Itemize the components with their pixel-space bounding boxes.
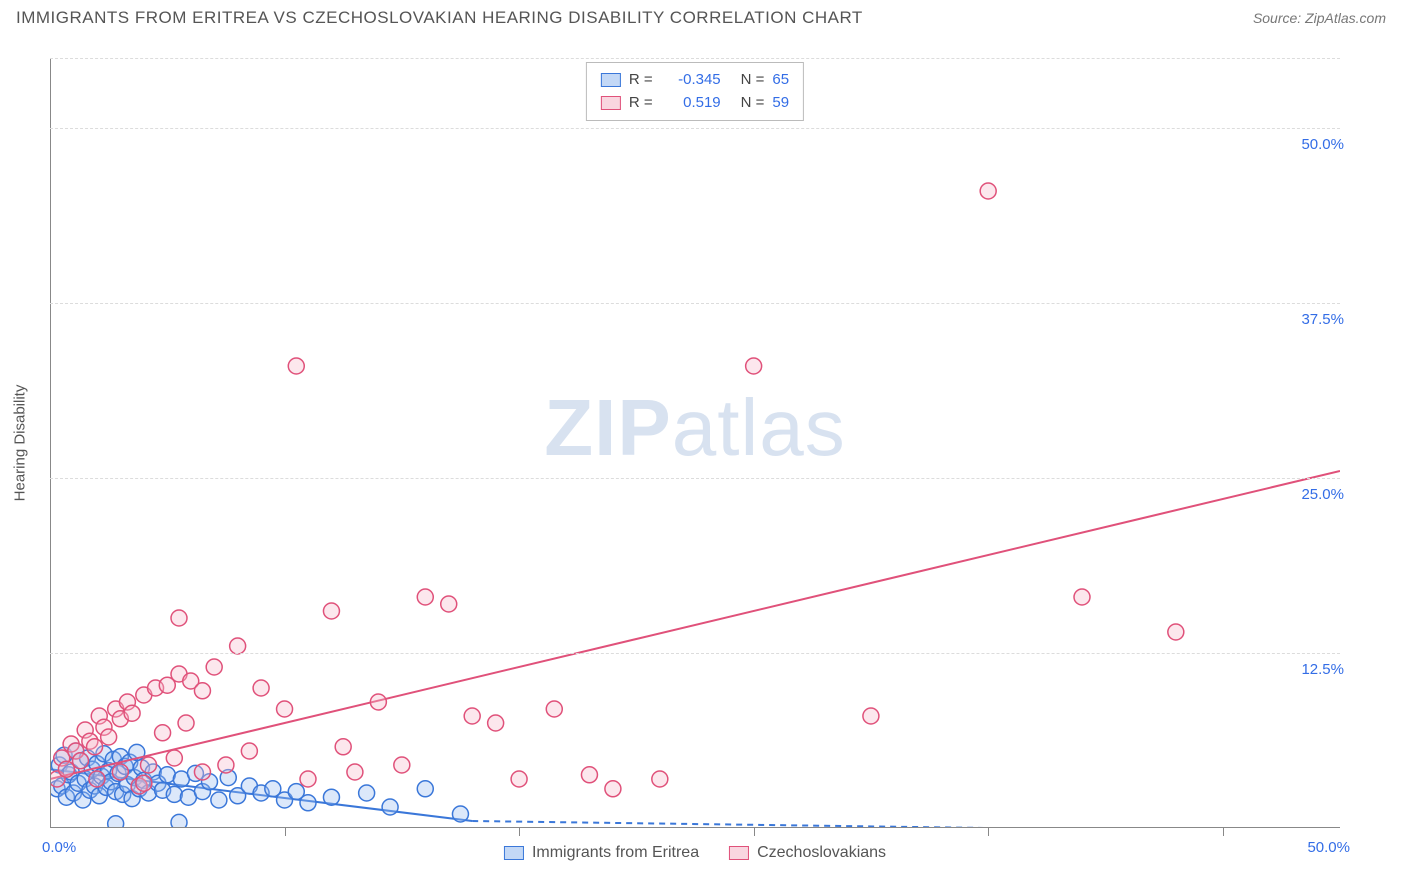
gridline [50,653,1340,654]
chart-title: IMMIGRANTS FROM ERITREA VS CZECHOSLOVAKI… [16,8,863,28]
data-point [89,771,105,787]
legend-item: Czechoslovakians [729,844,886,862]
legend-label: Immigrants from Eritrea [532,844,699,862]
data-point [155,725,171,741]
data-point [1074,589,1090,605]
data-point [382,799,398,815]
r-value: -0.345 [661,69,721,92]
data-point [211,792,227,808]
legend-swatch [601,96,621,110]
y-tick-label: 25.0% [1301,486,1344,503]
data-point [863,708,879,724]
data-point [101,729,117,745]
stats-legend: R = -0.345N = 65R = 0.519N = 59 [586,62,804,121]
gridline [50,478,1340,479]
x-tick-mark [988,828,989,836]
chart-area: Hearing Disability ZIPatlas 12.5%25.0%37… [50,58,1340,828]
data-point [300,771,316,787]
trend-line [50,471,1340,779]
data-point [335,739,351,755]
series-legend: Immigrants from Eritrea Czechoslovakians [504,844,886,862]
data-point [370,694,386,710]
data-point [253,680,269,696]
x-tick-mark [285,828,286,836]
data-point [166,786,182,802]
data-point [488,715,504,731]
legend-swatch [729,846,749,860]
legend-label: Czechoslovakians [757,844,886,862]
chart-source: Source: ZipAtlas.com [1253,10,1386,26]
data-point [112,764,128,780]
scatter-plot [50,58,1340,828]
data-point [546,701,562,717]
data-point [194,683,210,699]
n-value: 65 [772,69,789,92]
stats-legend-row: R = -0.345N = 65 [601,69,789,92]
x-max-label: 50.0% [1307,839,1350,856]
data-point [178,715,194,731]
data-point [464,708,480,724]
gridline [50,303,1340,304]
y-tick-label: 50.0% [1301,136,1344,153]
data-point [171,610,187,626]
data-point [166,750,182,766]
y-axis-label: Hearing Disability [12,385,29,502]
data-point [359,785,375,801]
n-value: 59 [772,92,789,115]
stats-legend-row: R = 0.519N = 59 [601,92,789,115]
data-point [300,795,316,811]
data-point [323,603,339,619]
data-point [417,781,433,797]
data-point [206,659,222,675]
data-point [746,358,762,374]
data-point [124,705,140,721]
data-point [87,739,103,755]
legend-swatch [601,73,621,87]
chart-header: IMMIGRANTS FROM ERITREA VS CZECHOSLOVAKI… [0,0,1406,32]
data-point [141,757,157,773]
data-point [605,781,621,797]
data-point [218,757,234,773]
data-point [1168,624,1184,640]
x-axis-line [50,827,1340,828]
data-point [171,814,187,828]
gridline [50,128,1340,129]
y-axis-line [50,58,51,828]
data-point [241,743,257,759]
data-point [581,767,597,783]
data-point [230,638,246,654]
legend-item: Immigrants from Eritrea [504,844,699,862]
data-point [511,771,527,787]
x-tick-mark [754,828,755,836]
data-point [323,789,339,805]
gridline [50,58,1340,59]
data-point [441,596,457,612]
y-tick-label: 12.5% [1301,661,1344,678]
data-point [277,701,293,717]
data-point [136,775,152,791]
data-point [347,764,363,780]
data-point [72,753,88,769]
data-point [980,183,996,199]
data-point [417,589,433,605]
data-point [288,358,304,374]
data-point [394,757,410,773]
x-origin-label: 0.0% [42,839,76,856]
x-tick-mark [519,828,520,836]
data-point [652,771,668,787]
data-point [194,764,210,780]
x-tick-mark [1223,828,1224,836]
r-value: 0.519 [661,92,721,115]
legend-swatch [504,846,524,860]
y-tick-label: 37.5% [1301,311,1344,328]
data-point [452,806,468,822]
data-point [58,761,74,777]
